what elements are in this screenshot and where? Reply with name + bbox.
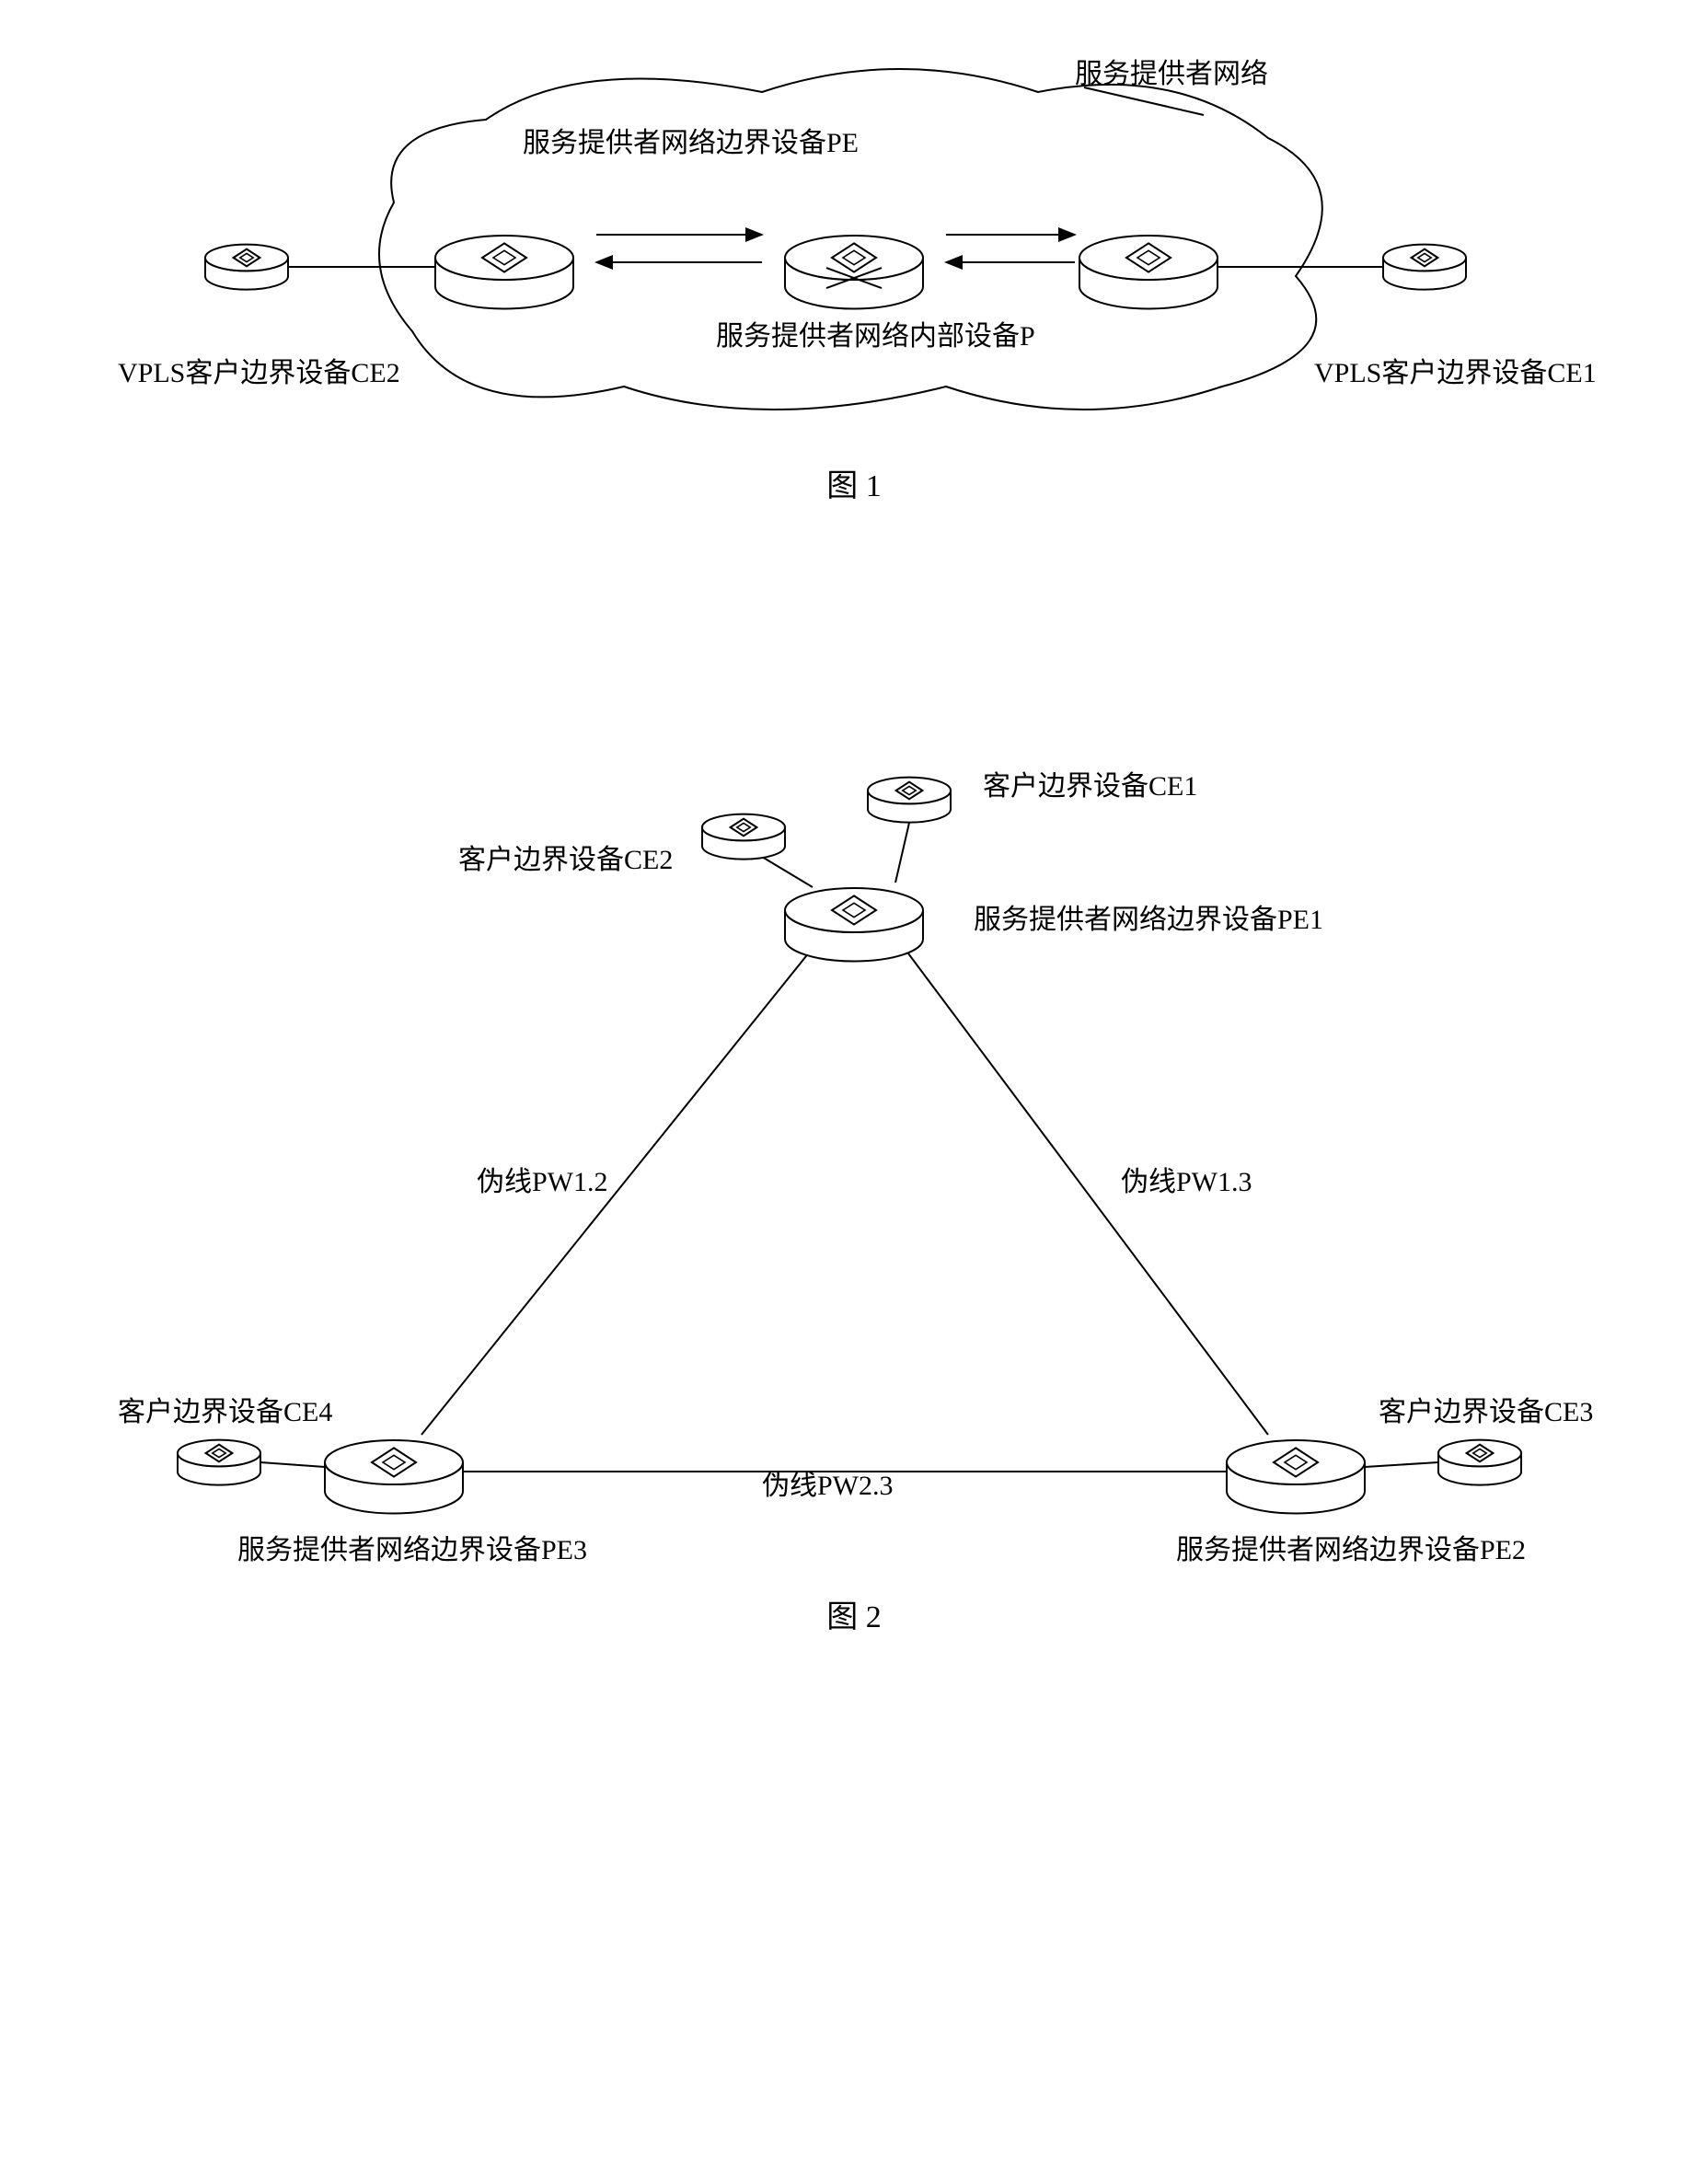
diagram-label: 服务提供者网络 (1075, 51, 1268, 91)
diagram-label: 客户边界设备CE2 (458, 837, 673, 877)
diagram-label: VPLS客户边界设备CE1 (1314, 350, 1597, 390)
diagram-label: 服务提供者网络边界设备PE3 (237, 1527, 587, 1567)
diagram-label: 服务提供者网络边界设备PE (523, 120, 859, 160)
diagram-label: 服务提供者网络边界设备PE2 (1176, 1527, 1526, 1567)
figure-1-caption: 图 1 (37, 460, 1671, 505)
diagram-label: 服务提供者网络边界设备PE1 (974, 896, 1323, 937)
figure-2: 客户边界设备CE1 客户边界设备CE2 服务提供者网络边界设备PE1 伪线PW1.2 伪… (118, 726, 1590, 1554)
diagram-label: 伪线PW2.3 (762, 1462, 894, 1503)
diagram-label: 伪线PW1.3 (1121, 1159, 1252, 1199)
diagram-label: 服务提供者网络内部设备P (716, 313, 1035, 353)
diagram-label: 伪线PW1.2 (477, 1159, 608, 1199)
diagram-label: 客户边界设备CE4 (118, 1389, 332, 1429)
diagram-label: 客户边界设备CE1 (983, 763, 1197, 803)
diagram-label: 客户边界设备CE3 (1379, 1389, 1593, 1429)
figure-2-svg (118, 726, 1590, 1554)
diagram-label: VPLS客户边界设备CE2 (118, 350, 400, 390)
figure-2-caption: 图 2 (37, 1591, 1671, 1636)
figure-1: 服务提供者网络服务提供者网络边界设备PE 服务提供者网络内部设备P VPLS客户边界… (118, 37, 1590, 423)
